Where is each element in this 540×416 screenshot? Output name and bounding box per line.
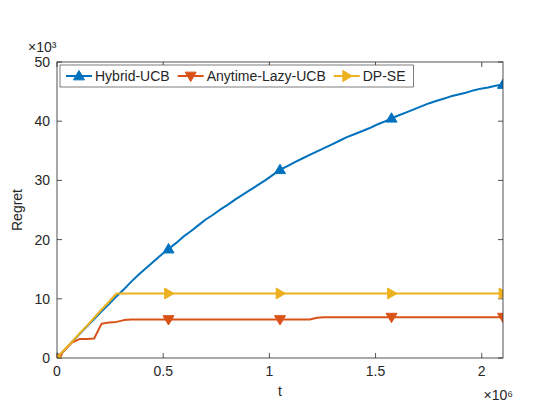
series-marker: [499, 288, 503, 299]
series-marker: [165, 288, 174, 299]
tick-label: 2: [478, 363, 486, 379]
plot-background: [57, 62, 503, 358]
tick-mark: [498, 121, 503, 122]
series-marker: [276, 288, 285, 299]
series-marker: [498, 79, 504, 88]
legend-marker: [185, 72, 196, 81]
legend-box: [60, 65, 414, 87]
series-marker: [57, 353, 63, 359]
tick-label: 40: [34, 113, 50, 129]
x-axis-label: t: [278, 383, 282, 399]
series-marker: [498, 313, 504, 322]
legend: Hybrid-UCB Anytime-Lazy-UCB DP-SE: [60, 65, 414, 87]
tick-mark: [57, 180, 62, 181]
plot-area: [57, 79, 503, 358]
tick-label: 0: [42, 350, 50, 366]
series-marker: [275, 316, 286, 325]
legend-label: Hybrid-UCB: [95, 68, 170, 84]
tick-mark: [57, 121, 62, 122]
series-marker: [163, 244, 174, 253]
series-marker: [275, 164, 286, 173]
tick-label: 1: [265, 363, 273, 379]
tick-label: 50: [34, 54, 50, 70]
legend-marker: [74, 71, 85, 80]
series-marker: [386, 313, 397, 322]
y-scale-label: ×10³: [28, 39, 57, 55]
series-marker: [388, 288, 397, 299]
tick-label: 0.5: [153, 363, 173, 379]
series-marker: [386, 113, 397, 122]
series-marker: [163, 316, 174, 325]
legend-label: DP-SE: [363, 68, 406, 84]
tick-label: 10: [34, 291, 50, 307]
tick-label: 0: [53, 363, 61, 379]
tick-mark: [498, 239, 503, 240]
plot-frame: [57, 62, 503, 358]
tick-label: 30: [34, 172, 50, 188]
tick-mark: [498, 180, 503, 181]
tick-mark: [375, 353, 376, 358]
legend-label: Anytime-Lazy-UCB: [207, 68, 326, 84]
tick-mark: [163, 353, 164, 358]
series-line: [57, 293, 503, 358]
tick-label: 20: [34, 232, 50, 248]
tick-mark: [269, 353, 270, 358]
y-axis-label: Regret: [9, 189, 25, 231]
x-scale-label: ×10⁶: [483, 387, 513, 403]
series-line: [57, 85, 503, 359]
chart: 00.511.5201020304050tRegret×10³×10⁶Hybri…: [0, 0, 540, 416]
tick-mark: [481, 62, 482, 67]
tick-mark: [57, 298, 62, 299]
tick-mark: [57, 239, 62, 240]
legend-marker: [343, 71, 352, 82]
tick-label: 1.5: [366, 363, 386, 379]
tick-mark: [481, 353, 482, 358]
